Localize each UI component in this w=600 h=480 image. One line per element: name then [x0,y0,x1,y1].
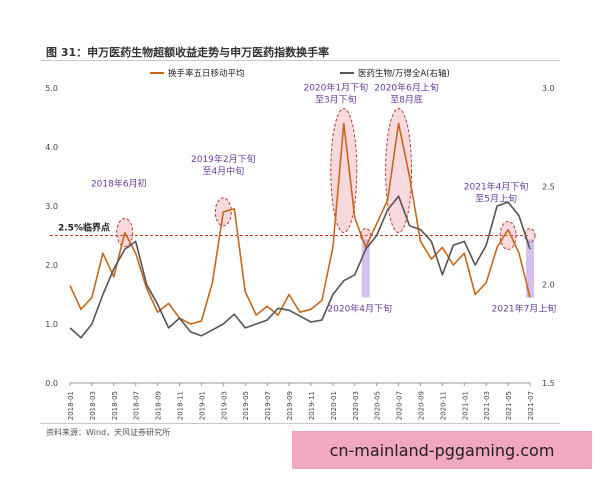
y-left-tick-label: 4.0 [45,143,58,152]
series-line-2 [69,195,531,339]
y-left-tick-label: 3.0 [45,202,58,211]
y-right-tick-label: 2.0 [542,281,555,290]
x-tick-label: 2021-07 [527,391,535,420]
annotation-label: 至5月上旬 [475,193,517,205]
x-tick-label: 2021-03 [483,391,491,420]
annotation-ellipse [385,108,413,234]
x-tick-label: 2020-05 [374,391,382,420]
y-left-tick-label: 1.0 [45,320,58,329]
x-tick-label: 2019-11 [308,391,316,420]
annotation-ellipse [499,221,517,250]
x-tick-label: 2018-11 [177,391,185,420]
y-right-tick-label: 1.5 [542,379,555,388]
x-tick-label: 2021-01 [461,391,469,420]
x-tick-label: 2018-03 [89,391,97,420]
x-tick-label: 2018-05 [111,391,119,420]
legend-label-1: 换手率五日移动平均 [168,68,245,79]
annotation-bar [361,239,370,298]
annotation-label: 2020年4月下旬 [327,303,392,315]
x-tick-label: 2020-07 [396,391,404,420]
annotation-label: 至4月中旬 [202,165,244,177]
x-tick-label: 2019-05 [242,391,250,420]
annotation-label: 2018年6月初 [91,178,147,190]
y-left-tick-label: 0.0 [45,379,58,388]
annotation-label: 2020年1月下旬 [303,82,368,94]
threshold-label: 2.5%临界点 [58,222,110,234]
x-tick-label: 2020-03 [352,391,360,420]
source-rule [40,423,560,424]
series-line-1 [69,122,531,325]
x-tick-label: 2018-09 [155,391,163,420]
legend-label-2: 医药生物/万得全A(右轴) [358,68,450,79]
x-tick-label: 2019-01 [198,391,206,420]
x-tick-label: 2018-07 [133,391,141,420]
y-left-tick-label: 5.0 [45,84,58,93]
annotation-label: 2020年6月上旬 [374,82,439,94]
watermark-banner: cn-mainland-pggaming.com [292,431,592,469]
y-right-tick-label: 2.5 [542,182,555,191]
x-tick-label: 2019-03 [220,391,228,420]
annotation-label: 至3月下旬 [315,94,357,106]
x-tick-label: 2018-01 [67,391,75,420]
annotation-bar [526,239,534,298]
x-tick-label: 2020-01 [330,391,338,420]
x-tick-label: 2021-05 [505,391,513,420]
x-tick-label: 2019-09 [286,391,294,420]
title-rule [40,60,560,61]
annotation-label: 至8月底 [390,94,423,106]
x-tick-label: 2020-11 [439,391,447,420]
y-right-tick-label: 3.0 [542,84,555,93]
figure-title: 图 31：申万医药生物超额收益走势与申万医药指数换手率 [46,46,330,59]
x-tick-label: 2020-09 [417,391,425,420]
annotation-label: 2019年2月下旬 [191,153,256,165]
source-note: 资料来源：Wind，天风证券研究所 [46,428,171,437]
annotation-label: 2021年4月下旬 [464,181,529,193]
annotation-ellipse [524,228,536,243]
annotation-label: 2021年7月上旬 [492,303,557,315]
x-tick-label: 2019-07 [264,391,272,420]
y-left-tick-label: 2.0 [45,261,58,270]
